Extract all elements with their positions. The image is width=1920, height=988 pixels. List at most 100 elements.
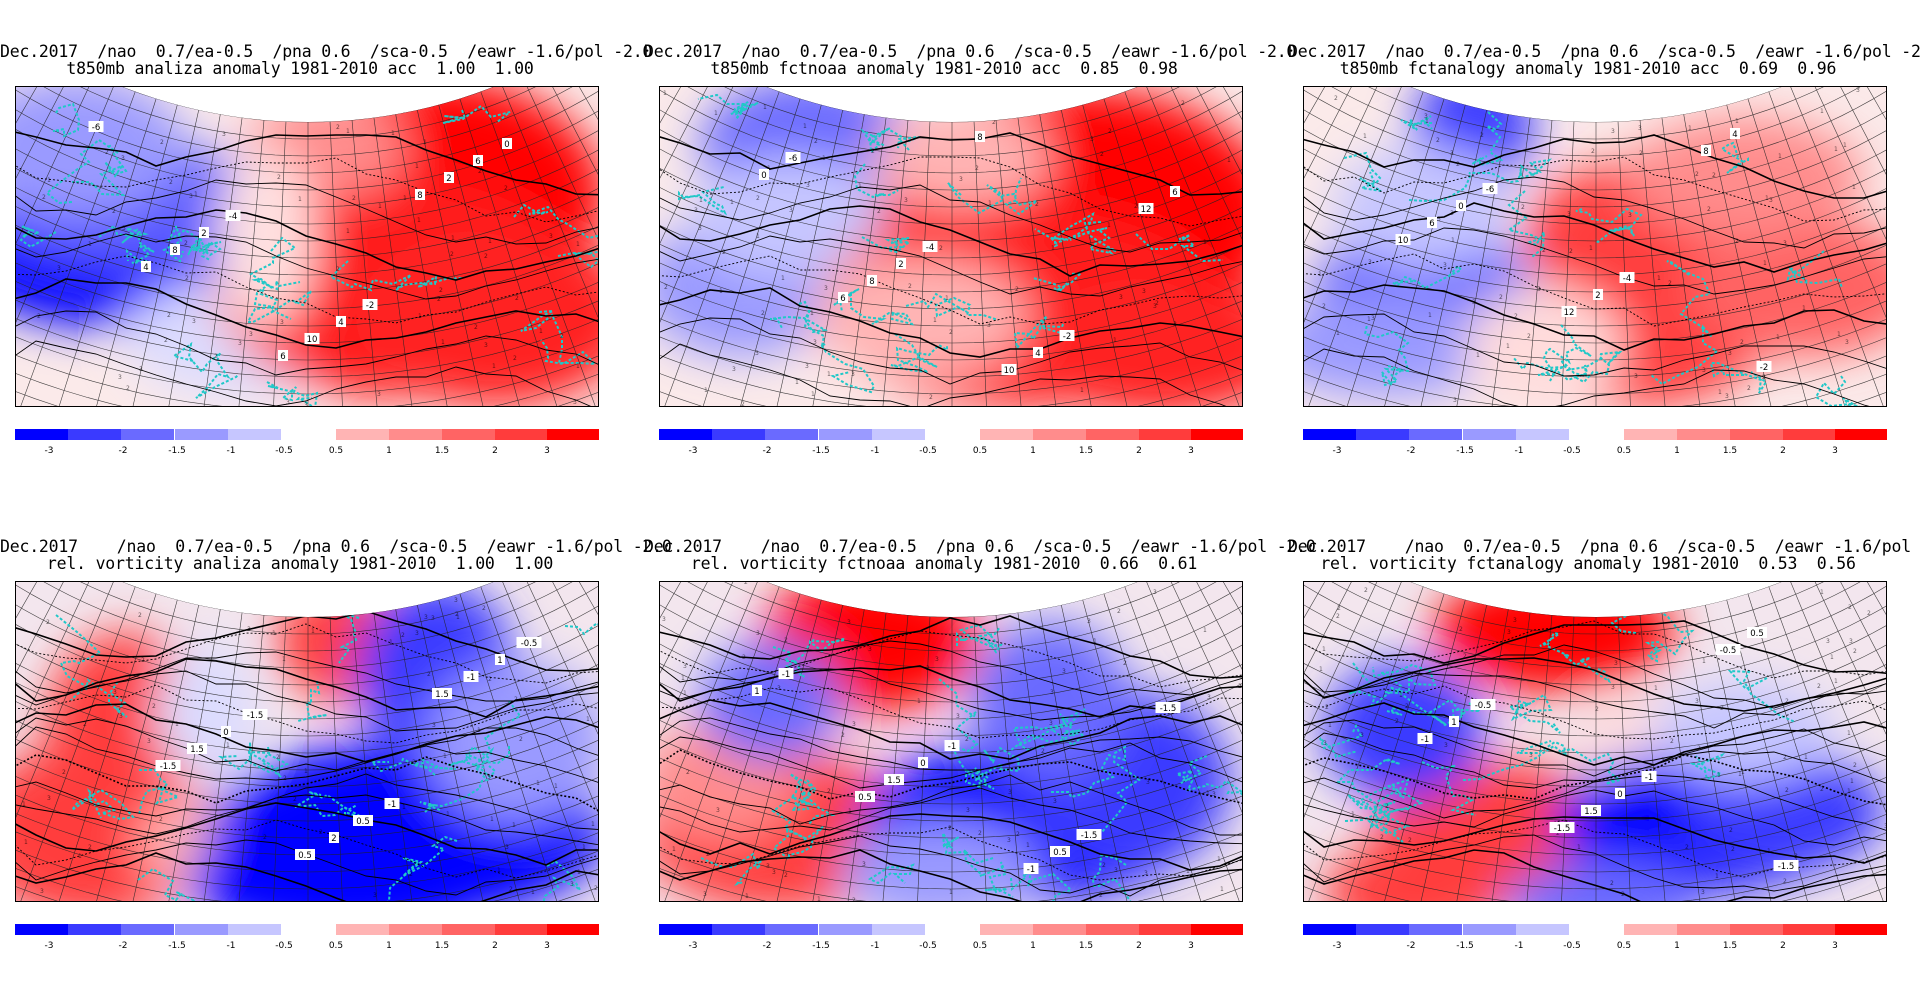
svg-text:2: 2 xyxy=(1155,300,1159,307)
svg-text:2: 2 xyxy=(1817,683,1821,690)
svg-text:2: 2 xyxy=(1480,132,1484,139)
svg-text:1: 1 xyxy=(456,614,460,621)
panel-t850-fctanalogy: Dec.2017 /nao 0.7/ea-0.5 /pna 0.6 /sca-0… xyxy=(1288,43,1920,463)
svg-text:1: 1 xyxy=(745,893,749,900)
svg-text:3: 3 xyxy=(1146,779,1150,786)
svg-text:1: 1 xyxy=(417,217,421,224)
contour-label: 0.5 xyxy=(1053,848,1067,858)
svg-text:1: 1 xyxy=(531,889,535,896)
svg-text:1: 1 xyxy=(1852,184,1856,191)
colorbar-tick-label: -0.5 xyxy=(919,941,937,951)
svg-text:1: 1 xyxy=(1051,245,1055,252)
svg-text:2: 2 xyxy=(1336,613,1340,620)
svg-text:1: 1 xyxy=(282,656,286,663)
colorbar-tick-label: 1.5 xyxy=(435,446,449,456)
contour-label: 10 xyxy=(1398,236,1409,246)
colorbar-tick-label: 2 xyxy=(1136,941,1142,951)
panel-subtitle: rel. vorticity analiza anomaly 1981-2010… xyxy=(46,554,554,573)
contour-label: -4 xyxy=(926,243,934,253)
colorbar-tick-label: -1 xyxy=(227,446,236,456)
svg-text:1: 1 xyxy=(848,808,852,815)
svg-text:2: 2 xyxy=(926,665,930,672)
svg-text:2: 2 xyxy=(1712,172,1716,179)
panel-vorticity-fctnoaa: Dec.2017 /nao 0.7/ea-0.5 /pna 0.6 /sca-0… xyxy=(644,538,1316,958)
svg-text:2: 2 xyxy=(277,104,281,111)
svg-text:3: 3 xyxy=(247,626,251,633)
contour-label: 4 xyxy=(1035,349,1040,359)
svg-text:2: 2 xyxy=(427,671,431,678)
svg-text:2: 2 xyxy=(992,119,996,126)
svg-text:2: 2 xyxy=(42,194,46,201)
svg-text:2: 2 xyxy=(1591,148,1595,155)
svg-text:2: 2 xyxy=(841,732,845,739)
contour-label: -2 xyxy=(1063,332,1071,342)
svg-text:3: 3 xyxy=(280,319,284,326)
svg-text:1: 1 xyxy=(391,130,395,137)
svg-text:2: 2 xyxy=(450,251,454,258)
svg-text:1: 1 xyxy=(1847,788,1851,795)
svg-text:1: 1 xyxy=(1604,601,1608,608)
svg-text:2: 2 xyxy=(1521,204,1525,211)
svg-text:2: 2 xyxy=(1334,95,1338,102)
svg-text:1: 1 xyxy=(24,839,28,846)
svg-text:3: 3 xyxy=(1453,397,1457,404)
svg-text:3: 3 xyxy=(40,888,44,895)
svg-text:1: 1 xyxy=(22,801,26,808)
svg-text:3: 3 xyxy=(1884,823,1887,830)
svg-text:2: 2 xyxy=(744,582,748,586)
map-plot: 2231333213312122322111231132323333333123… xyxy=(659,581,1243,902)
map-plot: 1222122112212313133222222321221111221222… xyxy=(1303,581,1887,902)
contour-label: 6 xyxy=(1429,219,1434,229)
svg-text:2: 2 xyxy=(1610,880,1614,887)
anomaly-shading xyxy=(810,257,1030,377)
colorbar-tick-label: 0.5 xyxy=(973,941,987,951)
colorbar-tick-label: -2 xyxy=(119,446,128,456)
svg-text:1: 1 xyxy=(730,199,734,206)
svg-text:3: 3 xyxy=(118,374,122,381)
svg-text:1: 1 xyxy=(951,109,955,116)
svg-text:2: 2 xyxy=(1242,663,1243,670)
svg-text:3: 3 xyxy=(1845,339,1849,346)
svg-text:2: 2 xyxy=(184,240,188,247)
contour-label: 10 xyxy=(307,335,318,345)
svg-text:1: 1 xyxy=(1702,658,1706,665)
svg-text:1: 1 xyxy=(451,235,455,242)
anomaly-shading xyxy=(156,642,256,782)
svg-text:1: 1 xyxy=(576,241,580,248)
svg-text:2: 2 xyxy=(1100,151,1104,158)
svg-text:2: 2 xyxy=(871,148,875,155)
svg-text:2: 2 xyxy=(1762,374,1766,381)
svg-text:3: 3 xyxy=(1153,303,1157,310)
svg-text:2: 2 xyxy=(159,816,163,823)
svg-text:3: 3 xyxy=(1725,393,1729,400)
contour-label: -6 xyxy=(789,154,797,164)
svg-text:1: 1 xyxy=(756,233,760,240)
svg-text:3: 3 xyxy=(847,619,851,626)
contour-label: 10 xyxy=(1004,366,1015,376)
svg-text:1: 1 xyxy=(298,196,302,203)
svg-text:3: 3 xyxy=(1856,87,1860,94)
svg-text:2: 2 xyxy=(319,829,323,836)
colorbar-tick-label: 1.5 xyxy=(1079,446,1093,456)
svg-text:1: 1 xyxy=(1476,352,1480,359)
svg-text:3: 3 xyxy=(904,197,908,204)
svg-text:3: 3 xyxy=(852,721,856,728)
svg-text:3: 3 xyxy=(862,861,866,868)
svg-text:2: 2 xyxy=(263,834,267,841)
svg-text:3: 3 xyxy=(1090,136,1094,143)
svg-text:3: 3 xyxy=(772,869,776,876)
svg-text:1: 1 xyxy=(1203,239,1207,246)
svg-text:2: 2 xyxy=(1337,605,1341,612)
svg-text:2: 2 xyxy=(1364,587,1368,594)
colorbar-tick-label: 1 xyxy=(1030,941,1036,951)
contour-label: -1 xyxy=(388,800,396,810)
colorbar-tick-label: -2 xyxy=(763,446,772,456)
svg-text:1: 1 xyxy=(1843,142,1847,149)
panel-subtitle: t850mb fctanalogy anomaly 1981-2010 acc … xyxy=(1339,59,1837,78)
svg-text:2: 2 xyxy=(1322,303,1326,310)
contour-label: -1 xyxy=(467,673,475,683)
svg-text:2: 2 xyxy=(513,355,517,362)
panel-subtitle: t850mb fctnoaa anomaly 1981-2010 acc 0.8… xyxy=(710,59,1178,78)
svg-text:3: 3 xyxy=(806,182,810,189)
